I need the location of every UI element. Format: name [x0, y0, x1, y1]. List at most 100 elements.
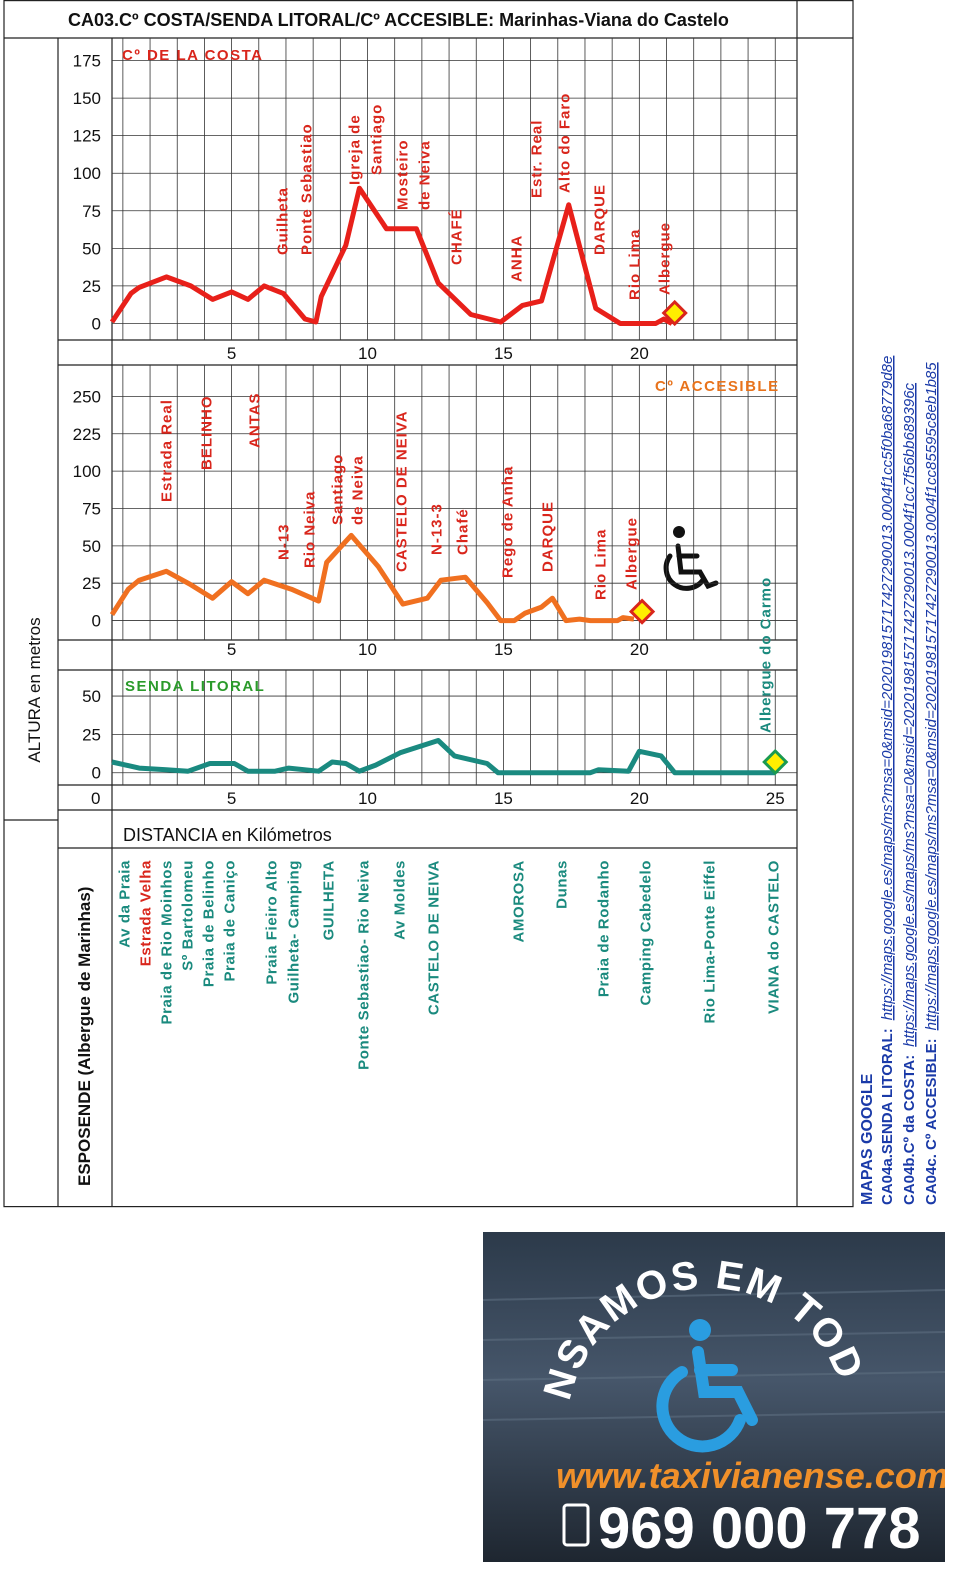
x-tick-label: 10 [358, 344, 377, 363]
annotation: BELINHO [199, 396, 216, 471]
y-tick-label: 225 [73, 425, 101, 444]
y-tick-label: 75 [82, 499, 101, 518]
y-tick-label: 150 [73, 89, 101, 108]
x-tick-label: 25 [766, 789, 785, 808]
y-axis-label: ALTURA en metros [25, 617, 44, 762]
annotation: CHAFÉ [449, 208, 466, 265]
stop-name: CASTELO DE NEIVA [426, 860, 443, 1015]
chart-title: Cº ACCESIBLE [655, 378, 780, 395]
stop-name: Av Moldes [392, 860, 409, 940]
y-tick-label: 75 [82, 202, 101, 221]
wheelchair-icon [663, 526, 719, 591]
phone-icon [562, 1503, 590, 1547]
annotation: Santiago [330, 454, 347, 525]
x-tick-label: 15 [494, 344, 513, 363]
x-tick-label: 15 [494, 640, 513, 659]
annotation: Rego de Anha [500, 466, 517, 578]
end-marker [661, 299, 688, 327]
stop-name: Praia de Belinho [201, 860, 218, 987]
elevation-line [111, 738, 776, 776]
x-tick-label: 20 [630, 789, 649, 808]
stop-name: Estrada Velha [138, 860, 155, 966]
stop-name: Av da Praia [117, 860, 134, 948]
x-tick-label: 10 [358, 640, 377, 659]
annotation: Igreja de [347, 114, 364, 185]
stop-name: Dunas [554, 860, 571, 909]
photo-wheelchair [656, 1319, 758, 1453]
y-tick-label: 100 [73, 462, 101, 481]
y-tick-label: 50 [82, 687, 101, 706]
annotation: Rio Neiva [302, 491, 319, 568]
annotation: Chafé [455, 508, 472, 555]
annotation: Albergue do Carmo [758, 577, 775, 733]
x-axis-label: DISTANCIA en Kilómetros [123, 825, 332, 845]
chart-title: Cº DE LA COSTA [122, 47, 263, 64]
frame [3, 0, 854, 1208]
map-link-url[interactable]: https://maps.google.es/maps/ms?msa=0&msi… [879, 356, 896, 1021]
chart-title: SENDA LITORAL [125, 678, 265, 695]
map-link-url[interactable]: https://maps.google.es/maps/ms?msa=0&msi… [901, 382, 918, 1046]
x-tick-label: 0 [91, 789, 100, 808]
x-tick-label: 20 [630, 344, 649, 363]
maps-links: MAPAS GOOGLE [859, 1073, 876, 1205]
annotation: DARQUE [540, 501, 557, 572]
y-tick-label: 0 [92, 764, 101, 783]
start-place: ESPOSENDE (Albergue de Marinhas) [75, 887, 94, 1186]
x-tick-label: 5 [227, 640, 236, 659]
annotation: de Neiva [417, 140, 434, 210]
y-tick-label: 25 [82, 725, 101, 744]
y-tick-label: 25 [82, 574, 101, 593]
annotation: N-13 [276, 523, 293, 560]
stop-name: GUILHETA [321, 860, 338, 940]
y-tick-label: 0 [92, 612, 101, 631]
y-tick-label: 0 [92, 314, 101, 333]
map-link-label: CA04a.SENDA LITORAL: [879, 1028, 896, 1205]
stop-name: Ponte Sebastiao- Rio Neiva [356, 860, 373, 1070]
annotation: Alto do Faro [557, 93, 574, 193]
end-marker [628, 598, 656, 625]
annotation: Estrada Real [159, 399, 176, 502]
stop-name: AMOROSA [511, 860, 528, 943]
annotation: Santiago [369, 104, 386, 175]
end-marker [762, 748, 789, 776]
map-link: CA04a.SENDA LITORAL: https://maps.google.… [879, 356, 896, 1205]
annotation: Estr. Real [529, 120, 546, 198]
stop-name: Camping Cabedelo [638, 860, 655, 1005]
y-tick-label: 175 [73, 52, 101, 71]
stop-name: Praia de Caniço [222, 860, 239, 982]
annotation: ANHA [509, 235, 526, 282]
maps-heading: MAPAS GOOGLE [859, 1073, 876, 1205]
elevation-line [109, 532, 635, 624]
x-tick-label: 5 [227, 344, 236, 363]
y-tick-label: 50 [82, 537, 101, 556]
stop-name: Sº Bartolomeu [180, 860, 197, 971]
photo-website: www.taxivianense.com [556, 1455, 949, 1496]
annotation: CASTELO DE NEIVA [394, 410, 411, 572]
x-tick-label: 15 [494, 789, 513, 808]
page-title: CA03.Cº COSTA/SENDA LITORAL/Cº ACCESIBLE… [68, 10, 729, 30]
map-link: CA04c. Cº ACCESIBLE: https://maps.google.… [923, 362, 940, 1205]
photo-phone: 969 000 778 [598, 1496, 921, 1561]
y-tick-label: 100 [73, 164, 101, 183]
y-tick-label: 125 [73, 127, 101, 146]
annotation: Albergue [657, 222, 674, 295]
map-link-label: CA04b.Cº da COSTA: [901, 1055, 918, 1205]
annotation: ANTAS [247, 392, 264, 448]
annotation: Ponte Sebastiao [299, 123, 316, 255]
map-link-url[interactable]: https://maps.google.es/maps/ms?msa=0&msi… [923, 362, 940, 1031]
annotation: Mosteiro [395, 139, 412, 210]
annotation: Rio Lima [593, 529, 610, 600]
stop-name: Praia de Rio Moinhos [159, 860, 176, 1025]
stop-name: Praia de Rodanho [596, 860, 613, 997]
x-tick-label: 20 [630, 640, 649, 659]
map-link-label: CA04c. Cº ACCESIBLE: [923, 1038, 940, 1205]
stop-name: Praia Fieiro Alto [264, 860, 281, 985]
annotation: DARQUE [592, 184, 609, 255]
annotation: Albergue [624, 517, 641, 590]
annotation: Guilheta [275, 187, 292, 255]
annotation: N-13-3 [429, 503, 446, 555]
y-tick-label: 250 [73, 387, 101, 406]
stop-name: Rio Lima-Ponte Eiffel [702, 860, 719, 1023]
annotation: de Neiva [350, 455, 367, 525]
